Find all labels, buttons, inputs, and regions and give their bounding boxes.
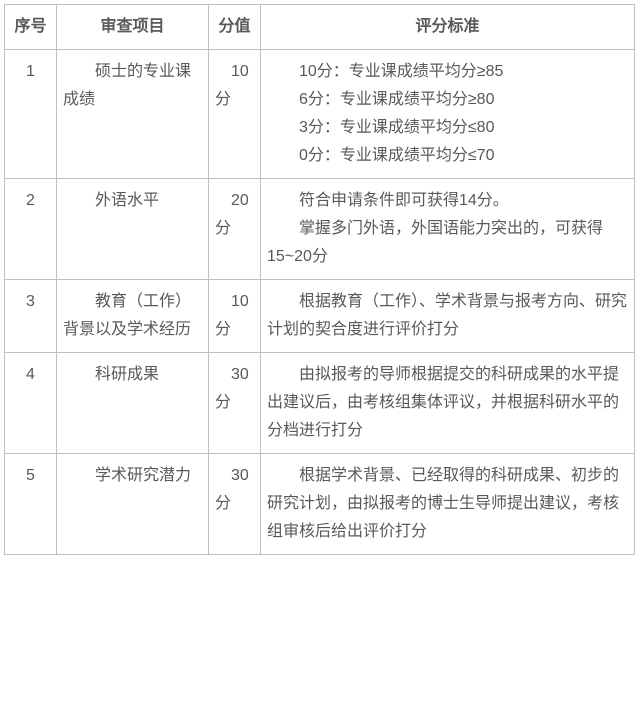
cell-score: 10分 bbox=[209, 50, 261, 179]
cell-item: 科研成果 bbox=[57, 353, 209, 454]
header-criteria: 评分标准 bbox=[261, 5, 635, 50]
cell-item: 学术研究潜力 bbox=[57, 454, 209, 555]
cell-criteria: 由拟报考的导师根据提交的科研成果的水平提出建议后，由考核组集体评议，并根据科研水… bbox=[261, 353, 635, 454]
table-row: 5学术研究潜力30分根据学术背景、已经取得的科研成果、初步的研究计划，由拟报考的… bbox=[5, 454, 635, 555]
header-score: 分值 bbox=[209, 5, 261, 50]
cell-score: 10分 bbox=[209, 280, 261, 353]
header-seq: 序号 bbox=[5, 5, 57, 50]
cell-criteria: 根据教育（工作）、学术背景与报考方向、研究计划的契合度进行评价打分 bbox=[261, 280, 635, 353]
cell-seq: 4 bbox=[5, 353, 57, 454]
table-body: 1硕士的专业课成绩10分10分：专业课成绩平均分≥856分：专业课成绩平均分≥8… bbox=[5, 50, 635, 555]
cell-score: 30分 bbox=[209, 353, 261, 454]
cell-seq: 2 bbox=[5, 179, 57, 280]
cell-item: 外语水平 bbox=[57, 179, 209, 280]
table-row: 4科研成果30分由拟报考的导师根据提交的科研成果的水平提出建议后，由考核组集体评… bbox=[5, 353, 635, 454]
table-row: 1硕士的专业课成绩10分10分：专业课成绩平均分≥856分：专业课成绩平均分≥8… bbox=[5, 50, 635, 179]
evaluation-table: 序号 审查项目 分值 评分标准 1硕士的专业课成绩10分10分：专业课成绩平均分… bbox=[4, 4, 635, 555]
cell-criteria: 根据学术背景、已经取得的科研成果、初步的研究计划，由拟报考的博士生导师提出建议，… bbox=[261, 454, 635, 555]
cell-seq: 1 bbox=[5, 50, 57, 179]
cell-score: 30分 bbox=[209, 454, 261, 555]
cell-score: 20分 bbox=[209, 179, 261, 280]
cell-seq: 3 bbox=[5, 280, 57, 353]
table-row: 3教育（工作）背景以及学术经历10分根据教育（工作）、学术背景与报考方向、研究计… bbox=[5, 280, 635, 353]
cell-item: 硕士的专业课成绩 bbox=[57, 50, 209, 179]
table-header-row: 序号 审查项目 分值 评分标准 bbox=[5, 5, 635, 50]
cell-item: 教育（工作）背景以及学术经历 bbox=[57, 280, 209, 353]
cell-criteria: 10分：专业课成绩平均分≥856分：专业课成绩平均分≥803分：专业课成绩平均分… bbox=[261, 50, 635, 179]
header-item: 审查项目 bbox=[57, 5, 209, 50]
cell-criteria: 符合申请条件即可获得14分。掌握多门外语，外国语能力突出的，可获得15~20分 bbox=[261, 179, 635, 280]
cell-seq: 5 bbox=[5, 454, 57, 555]
table-row: 2外语水平20分符合申请条件即可获得14分。掌握多门外语，外国语能力突出的，可获… bbox=[5, 179, 635, 280]
